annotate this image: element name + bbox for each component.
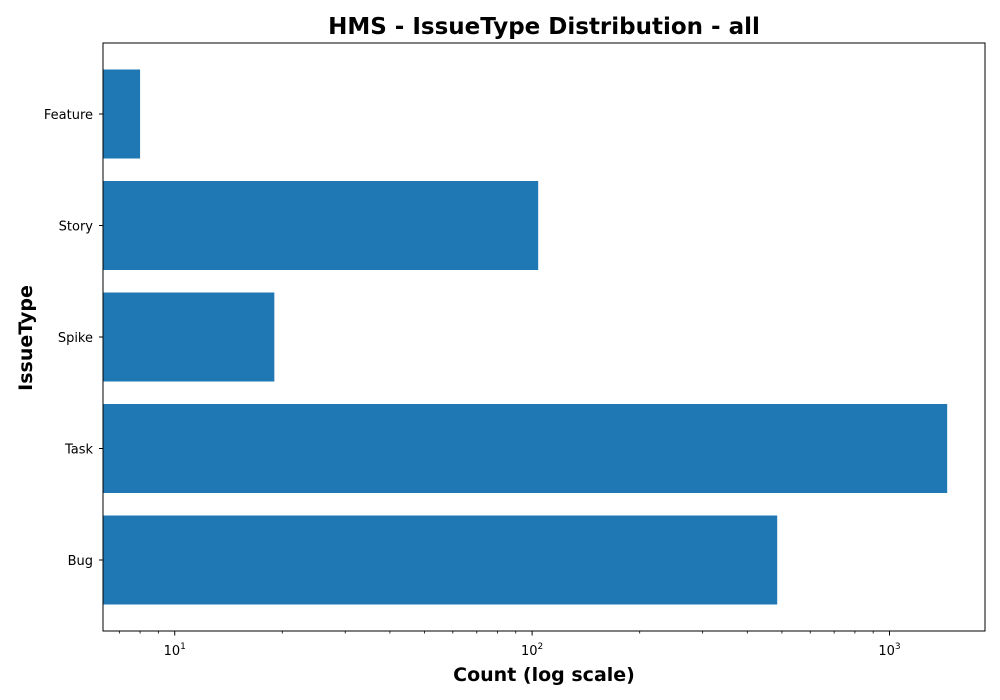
y-tick-label: Story [59, 220, 94, 235]
x-axis-label: Count (log scale) [453, 664, 635, 686]
bar-spike [103, 292, 275, 382]
x-tick-label: 102 [521, 642, 543, 659]
bar-feature [103, 69, 141, 159]
bars-group [103, 69, 948, 605]
y-tick-label: Bug [68, 554, 93, 569]
y-axis-ticks: Bug Task Spike Story Feature [44, 108, 103, 569]
bar-bug [103, 515, 778, 605]
y-tick-label: Task [64, 443, 94, 458]
x-tick-label: 101 [164, 642, 186, 659]
y-tick-label: Spike [58, 331, 93, 346]
bar-story [103, 181, 539, 270]
y-tick-label: Feature [44, 108, 93, 123]
bar-task [103, 404, 948, 493]
chart-title: HMS - IssueType Distribution - all [328, 14, 760, 40]
y-axis-label: IssueType [15, 285, 37, 391]
x-axis-ticks: 101 102 103 [118, 631, 901, 659]
x-tick-label: 103 [878, 642, 900, 659]
